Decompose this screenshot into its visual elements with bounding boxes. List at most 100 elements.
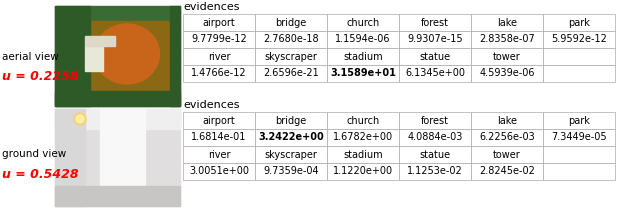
Text: skyscraper: skyscraper [264, 52, 317, 61]
Bar [543, 112, 615, 129]
Bar [90, 21, 170, 91]
Bar [471, 14, 543, 31]
Bar [255, 31, 327, 48]
Text: lake: lake [497, 18, 517, 28]
Bar [170, 6, 180, 106]
Text: church: church [346, 18, 380, 28]
Text: stadium: stadium [343, 52, 383, 61]
Text: 2.7680e-18: 2.7680e-18 [263, 35, 319, 45]
Text: bridge: bridge [275, 18, 307, 28]
Circle shape [76, 115, 84, 123]
Text: stadium: stadium [343, 149, 383, 159]
Bar [327, 31, 399, 48]
Text: 2.8358e-07: 2.8358e-07 [479, 35, 535, 45]
Bar [543, 48, 615, 65]
Bar [399, 65, 471, 82]
Text: 1.6814e-01: 1.6814e-01 [191, 132, 246, 142]
Bar [255, 129, 327, 146]
Bar [543, 146, 615, 163]
Text: church: church [346, 116, 380, 126]
Text: 5.9592e-12: 5.9592e-12 [551, 35, 607, 45]
Text: airport: airport [203, 116, 236, 126]
Bar [471, 163, 543, 180]
Bar [183, 14, 255, 31]
Text: aerial view: aerial view [2, 52, 59, 62]
Bar [471, 48, 543, 65]
Text: 3.2422e+00: 3.2422e+00 [258, 132, 324, 142]
Bar [183, 129, 255, 146]
Text: airport: airport [203, 18, 236, 28]
Bar [327, 112, 399, 129]
Text: evidences: evidences [183, 100, 239, 110]
Text: lake: lake [497, 116, 517, 126]
Bar [255, 163, 327, 180]
Text: park: park [568, 18, 590, 28]
Text: bridge: bridge [275, 116, 307, 126]
Bar [399, 146, 471, 163]
Bar [327, 48, 399, 65]
Bar [183, 48, 255, 65]
Text: evidences: evidences [183, 2, 239, 12]
Text: statue: statue [419, 52, 451, 61]
Bar [543, 129, 615, 146]
Bar [327, 129, 399, 146]
Text: 4.5939e-06: 4.5939e-06 [479, 68, 535, 78]
Bar [55, 6, 180, 106]
Text: river: river [208, 149, 230, 159]
Bar [399, 129, 471, 146]
Text: 2.8245e-02: 2.8245e-02 [479, 166, 535, 177]
Bar [471, 112, 543, 129]
Bar [471, 146, 543, 163]
Bar [183, 112, 255, 129]
Text: 1.1253e-02: 1.1253e-02 [407, 166, 463, 177]
Bar [85, 46, 103, 71]
Text: u = 0.5428: u = 0.5428 [2, 167, 79, 180]
Bar [327, 65, 399, 82]
Text: 4.0884e-03: 4.0884e-03 [407, 132, 463, 142]
Bar [255, 65, 327, 82]
Text: tower: tower [493, 149, 521, 159]
Text: 2.6596e-21: 2.6596e-21 [263, 68, 319, 78]
Bar [55, 109, 85, 206]
Bar [327, 163, 399, 180]
Bar [85, 36, 115, 46]
Text: 3.1589e+01: 3.1589e+01 [330, 68, 396, 78]
Text: statue: statue [419, 149, 451, 159]
Bar [255, 14, 327, 31]
Text: 6.1345e+00: 6.1345e+00 [405, 68, 465, 78]
Text: 6.2256e-03: 6.2256e-03 [479, 132, 535, 142]
Text: u = 0.2258: u = 0.2258 [2, 71, 79, 84]
Circle shape [74, 113, 86, 125]
Bar [471, 129, 543, 146]
Bar [255, 48, 327, 65]
Bar [543, 14, 615, 31]
Bar [183, 146, 255, 163]
Bar [399, 163, 471, 180]
Bar [399, 112, 471, 129]
Bar [183, 31, 255, 48]
Bar [55, 109, 180, 129]
Text: 1.1220e+00: 1.1220e+00 [333, 166, 393, 177]
Text: tower: tower [493, 52, 521, 61]
Text: river: river [208, 52, 230, 61]
Bar [183, 65, 255, 82]
Bar [255, 112, 327, 129]
Text: forest: forest [421, 18, 449, 28]
Text: 7.3449e-05: 7.3449e-05 [551, 132, 607, 142]
Text: 1.1594e-06: 1.1594e-06 [335, 35, 391, 45]
Bar [55, 6, 90, 106]
Bar [543, 65, 615, 82]
Bar [399, 14, 471, 31]
Bar [55, 186, 180, 206]
Bar [399, 48, 471, 65]
Bar [55, 91, 180, 106]
Text: skyscraper: skyscraper [264, 149, 317, 159]
Bar [55, 109, 180, 206]
Text: 3.0051e+00: 3.0051e+00 [189, 166, 249, 177]
Text: ground view: ground view [2, 149, 67, 159]
Text: 9.7799e-12: 9.7799e-12 [191, 35, 247, 45]
Bar [327, 14, 399, 31]
Bar [543, 163, 615, 180]
Bar [471, 65, 543, 82]
Text: 9.7359e-04: 9.7359e-04 [263, 166, 319, 177]
